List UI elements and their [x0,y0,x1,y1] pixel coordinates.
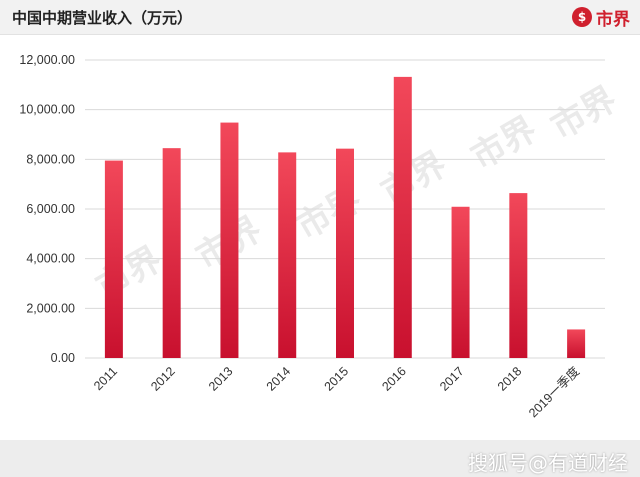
y-tick-label: 10,000.00 [19,103,75,117]
bar-2012 [162,148,181,358]
dollar-icon: $ [572,7,592,27]
x-tick-label: 2013 [206,364,236,394]
background-brand-mark: 市界 [90,239,169,308]
chart-header: 中国中期营业收入（万元） $ 市界 [0,0,640,35]
brand-logo: $ 市界 [572,5,630,30]
bar-chart: 市界市界市界市界市界市界0.002,000.004,000.006,000.00… [19,53,624,420]
x-tick-label: 2012 [148,364,178,394]
x-tick-label: 2011 [91,364,120,393]
x-tick-label: 2016 [379,364,409,394]
background-brand-mark: 市界 [375,144,454,213]
bar-2016 [393,76,412,359]
bar-2017 [451,206,470,358]
brand-name: 市界 [596,9,630,30]
y-tick-label: 6,000.00 [26,202,75,216]
x-tick-label: 2017 [437,364,467,394]
source-watermark: 搜狐号@有道财经 [468,451,628,475]
bar-2013 [220,122,239,358]
y-tick-label: 8,000.00 [26,152,75,166]
x-tick-label: 2019一季度 [525,363,582,420]
x-tick-label: 2018 [495,364,525,394]
bar-2019一季度 [567,329,586,358]
chart-title: 中国中期营业收入（万元） [12,9,193,27]
x-tick-label: 2015 [322,364,352,394]
bar-2015 [336,148,354,358]
background-brand-mark: 市界 [545,79,624,148]
bar-2014 [278,152,297,358]
background-brand-mark: 市界 [290,179,369,248]
bar-2011 [104,160,123,358]
y-tick-label: 4,000.00 [26,252,75,266]
y-tick-label: 0.00 [51,351,75,365]
x-tick-label: 2014 [264,364,294,394]
bar-2018 [509,193,528,358]
y-tick-label: 2,000.00 [26,301,75,315]
footer-bar: 搜狐号@有道财经 [0,440,640,477]
background-brand-mark: 市界 [465,109,544,178]
y-tick-label: 12,000.00 [19,53,75,67]
